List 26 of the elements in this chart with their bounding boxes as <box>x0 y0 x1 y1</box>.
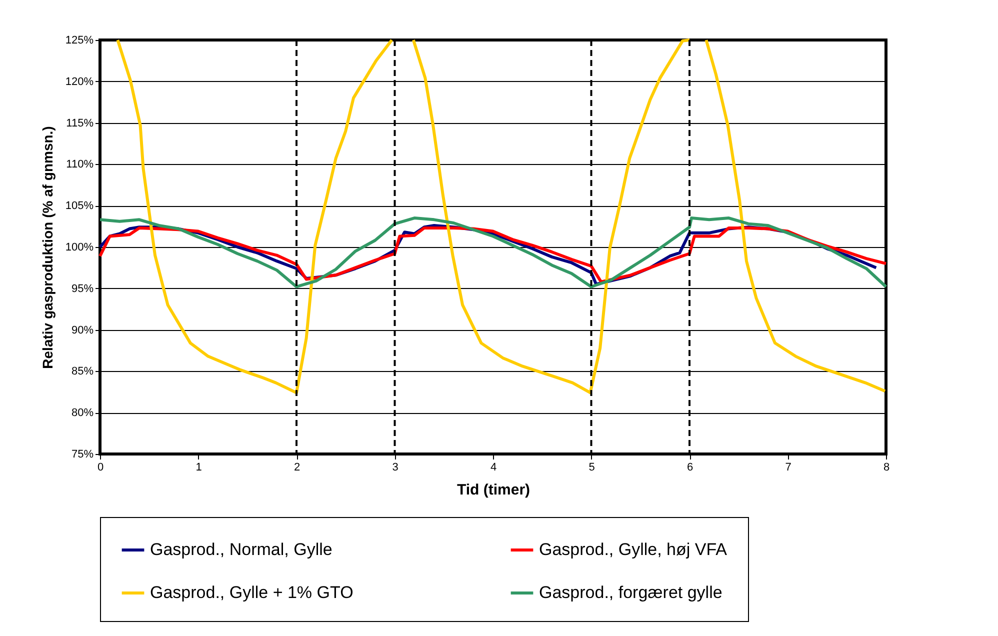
legend-label: Gasprod., forgæret gylle <box>539 583 722 602</box>
legend-label: Gasprod., Normal, Gylle <box>150 540 332 559</box>
legend-label: Gasprod., Gylle + 1% GTO <box>150 583 354 602</box>
y-tick-label: 75% <box>71 448 94 460</box>
y-tick-label: 120% <box>65 76 94 88</box>
y-tick-label: 80% <box>71 407 94 420</box>
legend-label: Gasprod., Gylle, høj VFA <box>539 540 728 559</box>
y-tick-label: 115% <box>66 117 94 130</box>
x-tick-label: 7 <box>785 462 792 474</box>
x-tick-label: 6 <box>686 462 694 474</box>
y-tick-label: 95% <box>71 282 94 295</box>
y-tick-label: 85% <box>71 366 94 378</box>
x-tick-label: 8 <box>883 462 890 474</box>
y-tick-label: 110% <box>66 158 94 171</box>
y-axis-title: Relativ gasproduktion (% af gnmsn.) <box>39 126 56 369</box>
x-tick-label: 2 <box>294 462 300 474</box>
y-tick-label: 125% <box>65 34 94 46</box>
x-tick-label: 3 <box>392 462 398 474</box>
x-axis-title: Tid (timer) <box>456 482 530 498</box>
y-tick-label: 90% <box>71 324 94 336</box>
y-tick-label: 100% <box>65 242 94 254</box>
x-tick-label: 0 <box>97 462 104 474</box>
x-tick-label: 1 <box>196 462 202 474</box>
x-tick-label: 5 <box>588 462 595 474</box>
y-tick-label: 105% <box>65 200 94 212</box>
x-tick-label: 4 <box>490 462 497 474</box>
